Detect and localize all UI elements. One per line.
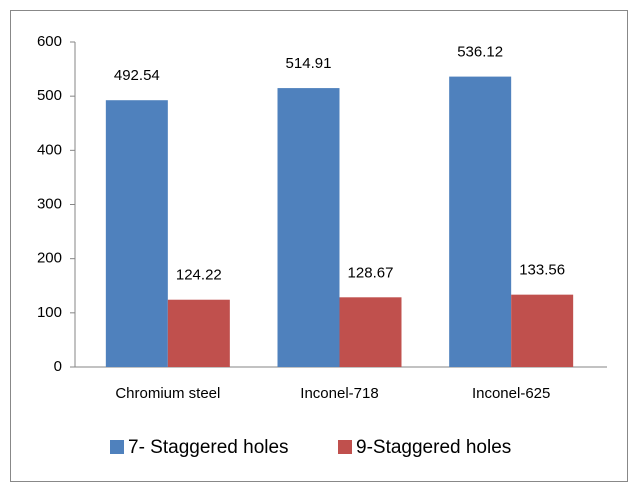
x-tick-label: Inconel-625 [472,385,550,402]
legend: 7- Staggered holes 9-Staggered holes [110,437,511,458]
legend-swatch [338,440,352,454]
chart-border [10,10,628,482]
y-tick-label: 0 [54,358,62,375]
data-label: 536.12 [457,44,503,61]
y-tick-label: 200 [37,250,62,267]
legend-swatch [110,440,124,454]
data-label: 514.91 [286,55,332,72]
legend-label: 9-Staggered holes [356,437,511,458]
bar [511,294,574,367]
bar [277,88,340,367]
x-tick-label: Inconel-718 [300,385,378,402]
y-tick-label: 400 [37,141,62,158]
x-tick-label: Chromium steel [115,385,220,402]
bar [339,297,402,367]
legend-label: 7- Staggered holes [128,437,289,458]
data-label: 124.22 [176,267,222,284]
y-tick-label: 500 [37,87,62,104]
bar [167,299,230,367]
bar [449,76,512,367]
data-label: 492.54 [114,67,160,84]
bar [105,100,168,368]
y-tick-label: 100 [37,304,62,321]
y-tick-label: 600 [37,33,62,50]
y-tick-label: 300 [37,195,62,212]
data-label: 128.67 [348,264,394,281]
data-label: 133.56 [519,262,565,279]
